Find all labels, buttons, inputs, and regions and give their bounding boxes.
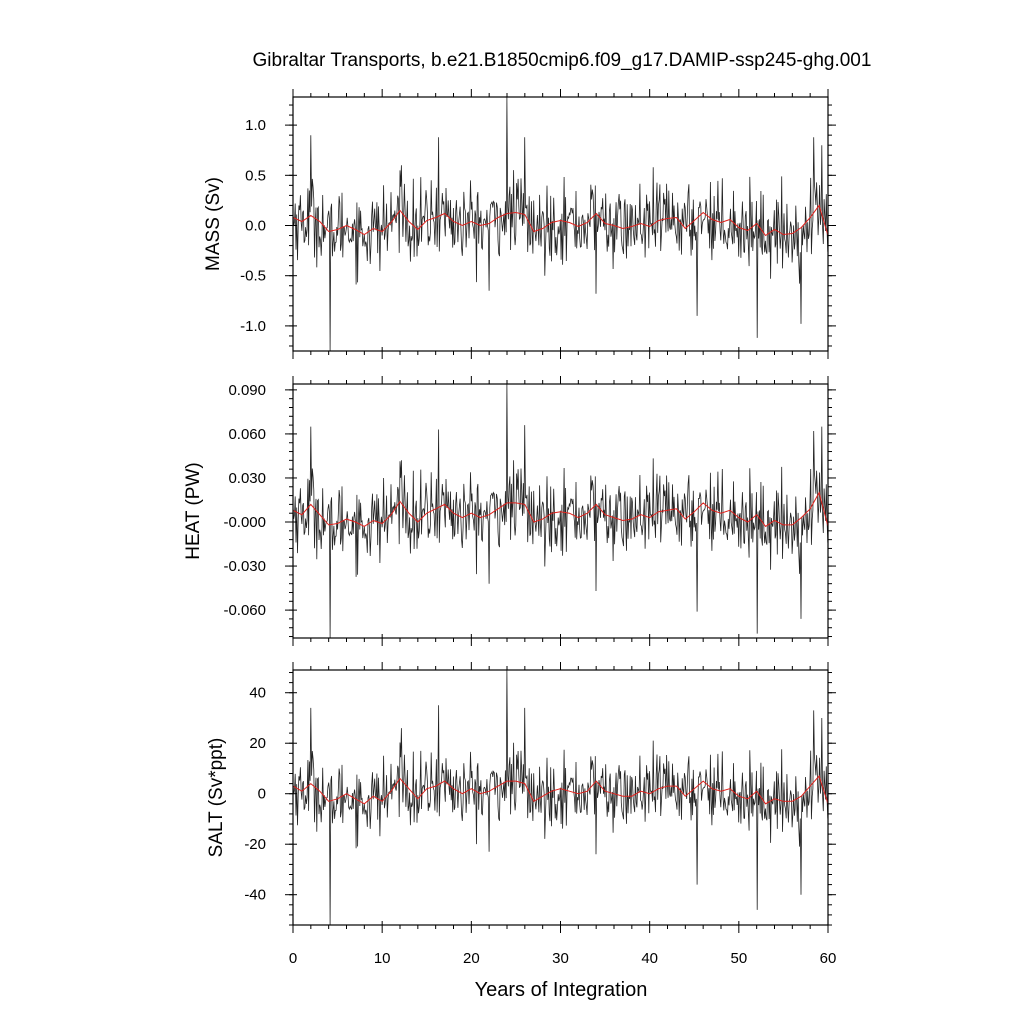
mass-y-tick-label: 0.0 xyxy=(245,218,266,235)
heat-y-tick-label: 0.060 xyxy=(228,426,266,443)
x-tick-label: 60 xyxy=(820,950,837,967)
salt-y-tick-label: 0 xyxy=(258,786,266,803)
heat-running-mean-line xyxy=(293,491,828,528)
x-tick-label: 0 xyxy=(289,950,297,967)
x-tick-label: 30 xyxy=(552,950,569,967)
salt-y-tick-label: 20 xyxy=(249,735,266,752)
x-axis-label: Years of Integration xyxy=(475,979,648,1001)
mass-y-tick-label: 1.0 xyxy=(245,117,266,134)
salt-running-mean-line xyxy=(293,775,828,805)
x-tick-label: 10 xyxy=(374,950,391,967)
mass-running-mean-line xyxy=(293,204,828,237)
salt-monthly-series-line xyxy=(293,670,828,925)
heat-y-tick-label: 0.030 xyxy=(228,470,266,487)
mass-y-tick-label: -1.0 xyxy=(240,318,266,335)
chart-title: Gibraltar Transports, b.e21.B1850cmip6.f… xyxy=(253,50,872,71)
salt-y-tick-label: -40 xyxy=(244,887,266,904)
x-tick-label: 50 xyxy=(730,950,747,967)
salt-y-axis-label: SALT (Sv*ppt) xyxy=(206,738,227,858)
mass-panel: 1.0 0.5 0.0 -0.5 -1.0 MASS (Sv) xyxy=(203,89,836,359)
heat-panel: 0.090 0.060 0.030 -0.000 -0.030 -0.060 HEAT (P… xyxy=(183,376,836,646)
heat-y-axis-label: HEAT (PW) xyxy=(183,462,204,559)
mass-y-tick-label: 0.5 xyxy=(245,167,266,184)
salt-y-tick-label: 40 xyxy=(249,685,266,702)
salt-y-tick-label: -20 xyxy=(244,836,266,853)
mass-y-axis-label: MASS (Sv) xyxy=(203,177,224,271)
heat-monthly-series-line xyxy=(293,384,828,638)
heat-y-tick-label: -0.000 xyxy=(223,514,266,531)
salt-panel: 40 20 0 -20 -40 0 10 20 30 40 50 60 SALT (Sv*ppt) xyxy=(206,662,836,967)
heat-y-tick-label: -0.030 xyxy=(223,558,266,575)
heat-y-tick-label: 0.090 xyxy=(228,382,266,399)
heat-y-tick-label: -0.060 xyxy=(223,602,266,619)
mass-y-tick-label: -0.5 xyxy=(240,268,266,285)
x-tick-label: 20 xyxy=(463,950,480,967)
x-tick-label: 40 xyxy=(641,950,658,967)
mass-monthly-series-line xyxy=(293,97,828,351)
